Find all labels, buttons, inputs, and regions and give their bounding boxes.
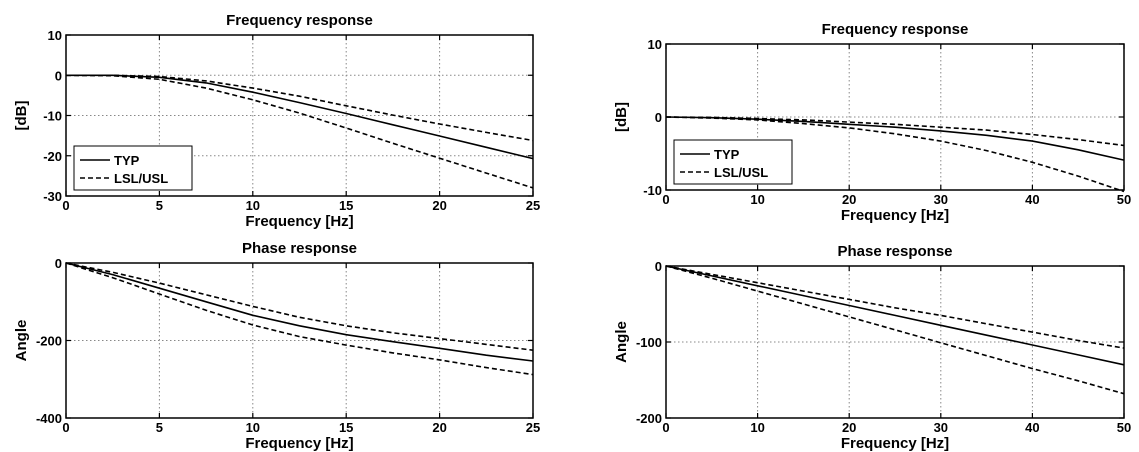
x-tick-label: 40 [1025, 192, 1039, 207]
x-tick-label: 20 [842, 420, 856, 435]
y-tick-label: -200 [36, 334, 62, 349]
chart-title: Phase response [242, 240, 357, 257]
y-axis-label: Angle [13, 320, 30, 362]
chart-panel-4: 0 10 20 30 40 50 -200 -100 0 Phase response Freque… [613, 243, 1131, 452]
y-tick-label: 10 [48, 28, 62, 43]
y-tick-label: -400 [36, 411, 62, 426]
legend-label: TYP [714, 147, 740, 162]
x-tick-label: 20 [432, 198, 446, 213]
y-tick-label: -100 [636, 335, 662, 350]
series-line-lsl-usl-2 [65, 74, 534, 189]
chart-panel-2: 0 5 10 15 20 25 -400 -200 0 Phase response Frequen… [13, 240, 540, 452]
x-tick-label: 10 [750, 420, 764, 435]
y-tick-label: 0 [655, 110, 662, 125]
chart-title: Phase response [837, 243, 952, 260]
series-line-typ [66, 74, 534, 160]
series-line-lsl-usl-2 [665, 116, 1125, 193]
y-tick-label: -10 [43, 109, 62, 124]
x-tick-label: 0 [662, 192, 669, 207]
x-tick-label: 20 [842, 192, 856, 207]
y-tick-label: 0 [655, 259, 662, 274]
x-tick-label: 0 [62, 198, 69, 213]
x-tick-label: 50 [1117, 192, 1131, 207]
y-axis-label: [dB] [613, 102, 630, 132]
chart-title: Frequency response [822, 21, 969, 38]
x-tick-label: 20 [432, 420, 446, 435]
series-line-lsl-usl-2 [65, 262, 534, 376]
series-line-typ [665, 265, 1125, 366]
x-axis-label: Frequency [Hz] [245, 435, 353, 452]
legend: TYP LSL/USL [673, 139, 793, 185]
x-tick-label: 25 [526, 198, 540, 213]
series-line-lsl-usl-1 [665, 265, 1125, 349]
x-axis-label: Frequency [Hz] [245, 213, 353, 230]
y-tick-label: 0 [55, 68, 62, 83]
x-tick-label: 15 [339, 198, 353, 213]
legend-label: TYP [114, 153, 140, 168]
x-tick-label: 25 [526, 420, 540, 435]
x-tick-label: 15 [339, 420, 353, 435]
chart-panel-1: 0 5 10 15 20 25 -30 -20 -10 0 10 Frequency response… [13, 12, 540, 230]
y-tick-label: -30 [43, 189, 62, 204]
legend-label: LSL/USL [114, 171, 168, 186]
series-line-typ [65, 262, 534, 362]
y-tick-label: -200 [636, 411, 662, 426]
x-tick-label: 10 [246, 198, 260, 213]
x-tick-label: 0 [62, 420, 69, 435]
x-tick-label: 30 [934, 192, 948, 207]
x-tick-label: 40 [1025, 420, 1039, 435]
x-tick-label: 30 [934, 420, 948, 435]
x-tick-label: 5 [156, 198, 163, 213]
y-axis-label: Angle [613, 321, 630, 363]
series-line-lsl-usl-2 [665, 265, 1125, 395]
chart-title: Frequency response [226, 12, 373, 29]
x-axis-label: Frequency [Hz] [841, 435, 949, 452]
y-tick-label: 10 [648, 37, 662, 52]
y-tick-label: 0 [55, 256, 62, 271]
series-line-lsl-usl-1 [665, 116, 1125, 147]
x-tick-label: 5 [156, 420, 163, 435]
legend: TYP LSL/USL [73, 145, 193, 191]
legend-label: LSL/USL [714, 165, 768, 180]
y-tick-label: -20 [43, 149, 62, 164]
y-axis-label: [dB] [13, 101, 30, 131]
x-tick-label: 0 [662, 420, 669, 435]
x-tick-label: 10 [246, 420, 260, 435]
legend-box [73, 145, 193, 191]
x-tick-label: 50 [1117, 420, 1131, 435]
x-tick-label: 10 [750, 192, 764, 207]
series-line-lsl-usl-1 [66, 74, 534, 142]
legend-box [673, 139, 793, 185]
y-tick-label: -10 [643, 183, 662, 198]
x-axis-label: Frequency [Hz] [841, 207, 949, 224]
